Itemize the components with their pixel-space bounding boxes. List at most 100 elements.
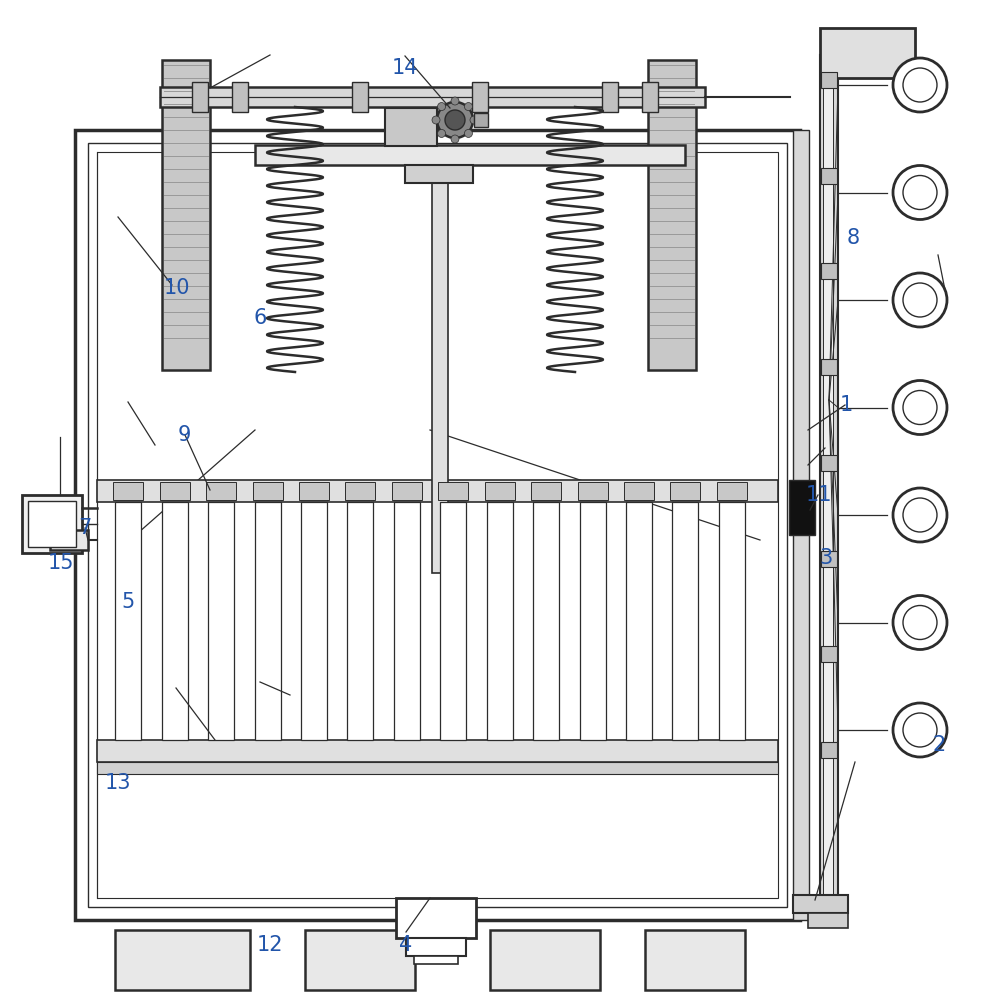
Bar bbox=[821, 263, 837, 279]
Bar bbox=[28, 501, 76, 547]
Bar bbox=[97, 152, 778, 898]
Circle shape bbox=[903, 283, 937, 317]
Bar bbox=[305, 930, 415, 990]
Text: 15: 15 bbox=[47, 553, 75, 573]
Circle shape bbox=[464, 103, 473, 111]
Bar bbox=[793, 895, 848, 913]
Bar bbox=[821, 359, 837, 375]
Text: 11: 11 bbox=[805, 485, 833, 505]
Bar bbox=[808, 913, 848, 928]
Bar bbox=[192, 82, 208, 112]
Bar bbox=[432, 183, 448, 573]
Text: 7: 7 bbox=[78, 518, 92, 538]
Bar bbox=[472, 82, 488, 112]
Bar bbox=[793, 130, 809, 920]
Bar bbox=[160, 482, 189, 500]
Bar bbox=[22, 495, 82, 553]
Bar bbox=[406, 938, 466, 956]
Circle shape bbox=[464, 129, 473, 137]
Bar bbox=[645, 930, 745, 990]
Bar bbox=[439, 482, 468, 500]
Bar bbox=[97, 480, 778, 502]
Bar bbox=[602, 82, 618, 112]
Circle shape bbox=[893, 58, 947, 112]
Bar bbox=[642, 82, 658, 112]
Bar bbox=[252, 482, 283, 500]
Circle shape bbox=[470, 116, 478, 124]
Circle shape bbox=[451, 135, 459, 143]
Text: 9: 9 bbox=[178, 425, 191, 445]
Bar bbox=[624, 482, 654, 500]
Bar bbox=[115, 930, 250, 990]
Circle shape bbox=[903, 176, 937, 210]
Circle shape bbox=[893, 703, 947, 757]
Bar bbox=[820, 55, 838, 920]
Circle shape bbox=[432, 116, 440, 124]
Bar bbox=[113, 482, 143, 500]
Bar bbox=[391, 482, 422, 500]
Bar bbox=[823, 60, 833, 915]
Bar bbox=[414, 956, 458, 964]
Bar bbox=[160, 87, 705, 107]
Circle shape bbox=[903, 498, 937, 532]
Circle shape bbox=[893, 273, 947, 327]
Bar bbox=[789, 480, 815, 535]
Circle shape bbox=[903, 68, 937, 102]
Circle shape bbox=[893, 488, 947, 542]
Text: 10: 10 bbox=[163, 278, 190, 298]
Bar bbox=[487, 502, 513, 740]
Bar bbox=[821, 646, 837, 662]
Bar bbox=[821, 455, 837, 471]
Bar bbox=[490, 930, 600, 990]
Text: 1: 1 bbox=[840, 395, 853, 415]
Text: 8: 8 bbox=[847, 228, 860, 248]
Bar bbox=[717, 482, 747, 500]
Bar bbox=[672, 502, 698, 740]
Bar bbox=[385, 108, 437, 146]
Bar bbox=[821, 168, 837, 184]
Bar bbox=[396, 898, 476, 938]
Bar bbox=[162, 502, 187, 740]
Text: 13: 13 bbox=[104, 773, 131, 793]
Bar bbox=[533, 502, 559, 740]
Bar bbox=[648, 60, 696, 370]
Bar bbox=[88, 143, 787, 907]
Bar bbox=[232, 82, 248, 112]
Bar bbox=[97, 762, 778, 774]
Bar bbox=[719, 502, 745, 740]
Bar bbox=[580, 502, 605, 740]
Bar bbox=[208, 502, 234, 740]
Text: 14: 14 bbox=[391, 58, 419, 78]
Bar bbox=[821, 742, 837, 758]
Bar bbox=[531, 482, 561, 500]
Bar bbox=[206, 482, 236, 500]
Bar bbox=[626, 502, 652, 740]
Circle shape bbox=[445, 110, 465, 130]
Circle shape bbox=[451, 97, 459, 105]
Bar bbox=[345, 482, 376, 500]
Circle shape bbox=[903, 390, 937, 424]
Bar bbox=[97, 740, 778, 762]
Bar bbox=[485, 482, 515, 500]
Bar bbox=[50, 530, 88, 550]
Circle shape bbox=[893, 380, 947, 434]
Bar bbox=[255, 145, 685, 165]
Bar bbox=[162, 60, 210, 370]
Bar bbox=[474, 113, 488, 127]
Text: 2: 2 bbox=[932, 735, 946, 755]
Bar bbox=[670, 482, 700, 500]
Circle shape bbox=[437, 102, 473, 138]
Text: 6: 6 bbox=[253, 308, 267, 328]
Circle shape bbox=[893, 165, 947, 220]
Bar bbox=[821, 551, 837, 567]
Bar bbox=[254, 502, 281, 740]
Bar bbox=[115, 502, 141, 740]
Circle shape bbox=[438, 103, 445, 111]
Bar bbox=[301, 502, 327, 740]
Bar bbox=[352, 82, 368, 112]
Bar bbox=[75, 130, 800, 920]
Bar bbox=[820, 28, 915, 78]
Bar bbox=[405, 165, 473, 183]
Circle shape bbox=[903, 605, 937, 640]
Bar bbox=[347, 502, 374, 740]
